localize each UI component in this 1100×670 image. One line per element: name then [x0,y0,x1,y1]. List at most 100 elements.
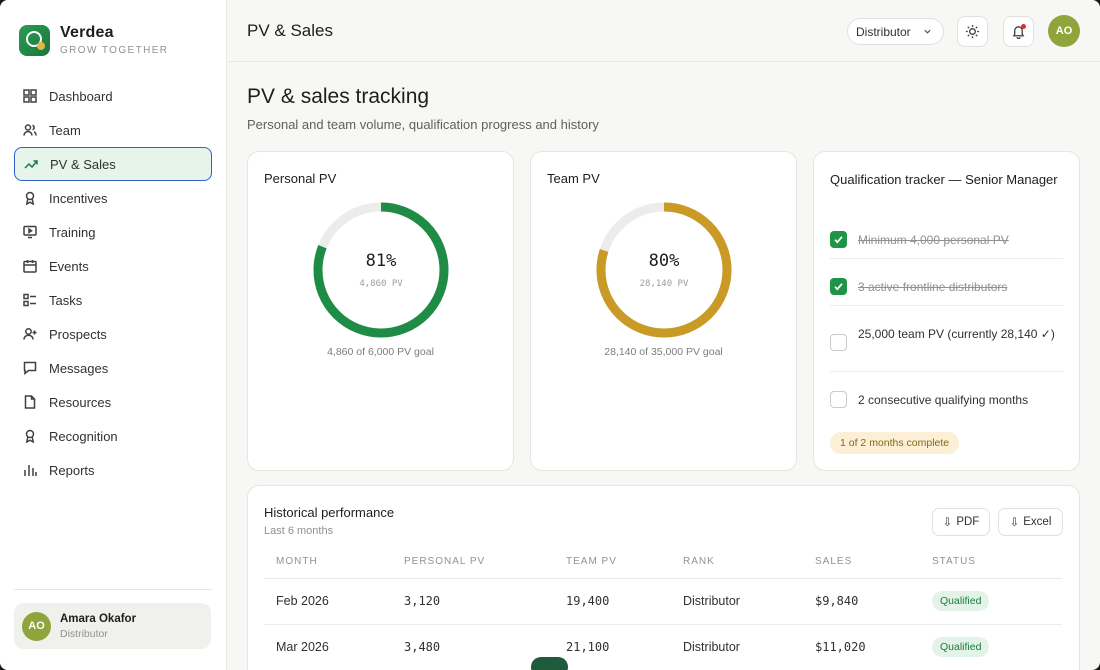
checkbox-checked[interactable] [830,278,847,295]
sidebar-item-dashboard[interactable]: Dashboard [14,79,212,113]
sidebar-nav: Dashboard Team PV & Sales Incentives Tra… [14,79,212,487]
rank-cell: Distributor [671,624,803,670]
bell-icon [1012,26,1025,39]
sidebar-item-prospects[interactable]: Prospects [14,317,212,351]
sidebar-divider [14,589,212,590]
sidebar-item-recognition[interactable]: Recognition [14,419,212,453]
brand[interactable]: Verdea GROW TOGETHER [19,24,168,56]
checklist-icon [23,293,37,307]
scroll-indicator[interactable] [531,657,568,670]
personal-pv-card: Personal PV 81% 4,860 PV 4,860 of 6,000 … [247,151,514,471]
file-icon [23,395,37,409]
message-icon [23,361,37,375]
history-table: MONTH PERSONAL PV TEAM PV RANK SALES STA… [264,546,1062,670]
page-subtitle: Personal and team volume, qualification … [247,117,599,132]
qualification-item[interactable]: 2 consecutive qualifying months [830,391,1063,409]
historical-performance-card: Historical performance Last 6 months ⇩ P… [247,485,1080,670]
personal-pv-cell: 3,480 [392,624,554,670]
qualification-item[interactable]: Minimum 4,000 personal PV [830,231,1063,249]
dashboard-icon [23,89,37,103]
sidebar-item-team[interactable]: Team [14,113,212,147]
role-select[interactable]: Distributor [847,18,944,45]
team-pv-goal: 28,140 of 35,000 PV goal [604,346,723,358]
sidebar-item-tasks[interactable]: Tasks [14,283,212,317]
sales-cell: $11,020 [803,624,920,670]
divider [830,305,1063,306]
user-plus-icon [23,327,37,341]
month-cell: Feb 2026 [264,578,392,625]
monitor-play-icon [23,225,37,239]
qualification-item[interactable]: 3 active frontline distributors [830,278,1063,296]
status-cell: Qualified [920,624,1062,670]
download-icon: ⇩ [1009,517,1020,529]
page-title: PV & sales tracking [247,85,430,108]
column-header[interactable]: MONTH [264,546,392,579]
sidebar-item-incentives[interactable]: Incentives [14,181,212,215]
sun-icon [965,24,980,39]
column-header[interactable]: STATUS [920,546,1062,579]
export-excel-button[interactable]: ⇩ Excel [998,508,1063,536]
user-role: Distributor [60,627,108,640]
personal-pv-ring: 81% 4,860 PV [311,200,451,340]
team-pv-cell: 21,100 [554,624,671,670]
section-subtitle: Last 6 months [264,525,334,537]
user-name: Amara Okafor [60,612,137,625]
checkbox-unchecked[interactable] [830,334,847,351]
qualification-tracker-card: Qualification tracker — Senior Manager M… [813,151,1080,471]
trend-icon [24,157,38,171]
sidebar-item-training[interactable]: Training [14,215,212,249]
status-cell: Qualified [920,578,1062,625]
team-pv-ring: 80% 28,140 PV [594,200,734,340]
sidebar-item-pv-sales[interactable]: PV & Sales [14,147,212,181]
team-pv-progress-arc [596,202,732,338]
sidebar-item-label: Tasks [49,292,83,308]
export-excel-label: Excel [1023,516,1052,528]
export-pdf-button[interactable]: ⇩ PDF [932,508,990,536]
chevron-down-icon [924,29,931,34]
table-row[interactable]: Feb 2026 3,120 19,400 Distributor $9,840… [264,578,1062,625]
sidebar-item-label: Recognition [49,428,118,444]
personal-pv-progress-arc [313,202,449,338]
team-pv-cell: 19,400 [554,578,671,625]
column-header[interactable]: RANK [671,546,803,579]
status-badge: Qualified [932,591,990,611]
download-icon: ⇩ [942,517,953,529]
theme-toggle-button[interactable] [957,16,988,47]
user-card[interactable]: AO Amara Okafor Distributor [14,603,211,649]
table-row[interactable]: Mar 2026 3,480 21,100 Distributor $11,02… [264,624,1062,670]
sidebar: Verdea GROW TOGETHER Dashboard Team PV &… [0,0,227,670]
sidebar-item-label: Messages [49,360,109,376]
team-pv-card: Team PV 80% 28,140 PV 28,140 of 35,000 P… [530,151,797,471]
qualification-item[interactable]: 25,000 team PV (currently 28,140 ✓) [830,325,1063,351]
divider [830,258,1063,259]
notification-dot [1021,24,1026,29]
card-title: Team PV [547,171,600,186]
sidebar-item-messages[interactable]: Messages [14,351,212,385]
sidebar-item-label: Training [49,224,96,240]
sidebar-item-events[interactable]: Events [14,249,212,283]
column-header[interactable]: PERSONAL PV [392,546,554,579]
notifications-button[interactable] [1003,16,1034,47]
column-header[interactable]: SALES [803,546,920,579]
sidebar-item-reports[interactable]: Reports [14,453,212,487]
qualification-title: Qualification tracker — Senior Manager [830,172,1058,187]
sidebar-item-label: Incentives [49,190,108,206]
team-pv-value: 28,140 PV [639,279,689,289]
checkbox-checked[interactable] [830,231,847,248]
personal-pv-value: 4,860 PV [359,279,403,289]
role-select-value: Distributor [856,24,911,39]
users-icon [23,123,37,137]
rank-cell: Distributor [671,578,803,625]
bar-chart-icon [23,463,37,477]
sidebar-item-label: Resources [49,394,112,410]
checkbox-unchecked[interactable] [830,391,847,408]
export-pdf-label: PDF [956,516,980,528]
header-avatar[interactable]: AO [1048,15,1080,47]
avatar: AO [22,611,51,641]
medal-icon [23,429,37,443]
card-title: Personal PV [264,171,337,186]
sidebar-item-resources[interactable]: Resources [14,385,212,419]
qualification-item-label: 2 consecutive qualifying months [858,393,1029,407]
column-header[interactable]: TEAM PV [554,546,671,579]
